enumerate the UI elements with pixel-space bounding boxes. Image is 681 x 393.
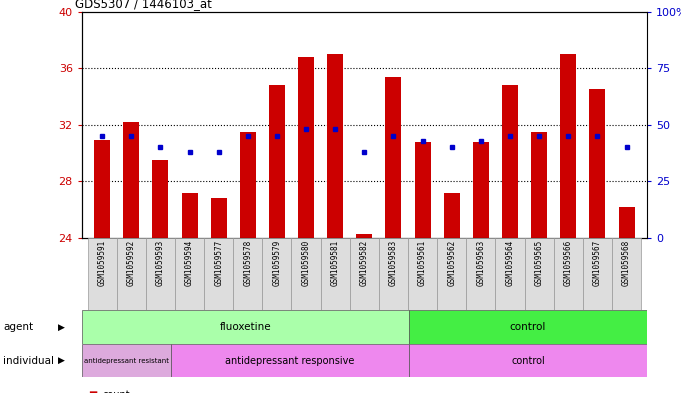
Bar	[262, 238, 291, 310]
Bar	[437, 238, 466, 310]
Bar	[531, 132, 547, 238]
Bar	[496, 238, 524, 310]
Bar	[240, 132, 256, 238]
Bar	[146, 238, 175, 310]
Bar	[612, 238, 641, 310]
Text: ■: ■	[89, 390, 98, 393]
Text: fluoxetine: fluoxetine	[219, 322, 271, 332]
Text: GSM1059562: GSM1059562	[447, 240, 456, 286]
Text: GSM1059579: GSM1059579	[272, 240, 281, 286]
Text: GSM1059581: GSM1059581	[331, 240, 340, 286]
Text: control: control	[510, 322, 546, 332]
Text: GSM1059580: GSM1059580	[302, 240, 311, 286]
Bar	[379, 238, 408, 310]
Bar	[321, 238, 350, 310]
Bar	[466, 238, 496, 310]
Bar	[171, 344, 409, 377]
Text: GSM1059563: GSM1059563	[477, 240, 486, 286]
Bar	[444, 193, 460, 238]
Bar	[291, 238, 321, 310]
Bar	[409, 310, 647, 344]
Bar	[408, 238, 437, 310]
Bar	[182, 193, 197, 238]
Bar	[82, 310, 409, 344]
Text: GSM1059582: GSM1059582	[360, 240, 369, 286]
Bar	[385, 77, 402, 238]
Bar	[175, 238, 204, 310]
Bar	[524, 238, 554, 310]
Bar	[415, 142, 430, 238]
Bar	[94, 140, 110, 238]
Bar	[233, 238, 262, 310]
Bar	[502, 85, 518, 238]
Text: GSM1059565: GSM1059565	[535, 240, 543, 286]
Bar	[116, 238, 146, 310]
Bar	[269, 85, 285, 238]
Text: agent: agent	[3, 322, 33, 332]
Bar	[583, 238, 612, 310]
Bar	[82, 344, 171, 377]
Bar	[554, 238, 583, 310]
Text: GSM1059567: GSM1059567	[593, 240, 602, 286]
Text: GSM1059568: GSM1059568	[622, 240, 631, 286]
Bar	[153, 160, 168, 238]
Text: GSM1059566: GSM1059566	[564, 240, 573, 286]
Bar	[356, 233, 373, 238]
Text: ▶: ▶	[58, 356, 65, 365]
Text: GSM1059593: GSM1059593	[156, 240, 165, 286]
Text: GSM1059592: GSM1059592	[127, 240, 136, 286]
Text: GSM1059583: GSM1059583	[389, 240, 398, 286]
Text: GSM1059577: GSM1059577	[214, 240, 223, 286]
Bar	[123, 122, 139, 238]
Text: GDS5307 / 1446103_at: GDS5307 / 1446103_at	[75, 0, 212, 10]
Text: antidepressant responsive: antidepressant responsive	[225, 356, 355, 365]
Bar	[618, 207, 635, 238]
Bar	[409, 344, 647, 377]
Bar	[473, 142, 489, 238]
Bar	[88, 238, 116, 310]
Text: count: count	[102, 390, 130, 393]
Text: GSM1059594: GSM1059594	[185, 240, 194, 286]
Text: individual: individual	[3, 356, 54, 365]
Text: GSM1059578: GSM1059578	[243, 240, 252, 286]
Text: GSM1059591: GSM1059591	[97, 240, 107, 286]
Bar	[350, 238, 379, 310]
Bar	[560, 54, 576, 238]
Bar	[210, 198, 227, 238]
Text: GSM1059561: GSM1059561	[418, 240, 427, 286]
Text: GSM1059564: GSM1059564	[505, 240, 515, 286]
Text: control: control	[511, 356, 545, 365]
Text: ▶: ▶	[58, 323, 65, 332]
Bar	[204, 238, 233, 310]
Text: antidepressant resistant: antidepressant resistant	[84, 358, 169, 364]
Bar	[590, 90, 605, 238]
Bar	[298, 57, 314, 238]
Bar	[327, 54, 343, 238]
